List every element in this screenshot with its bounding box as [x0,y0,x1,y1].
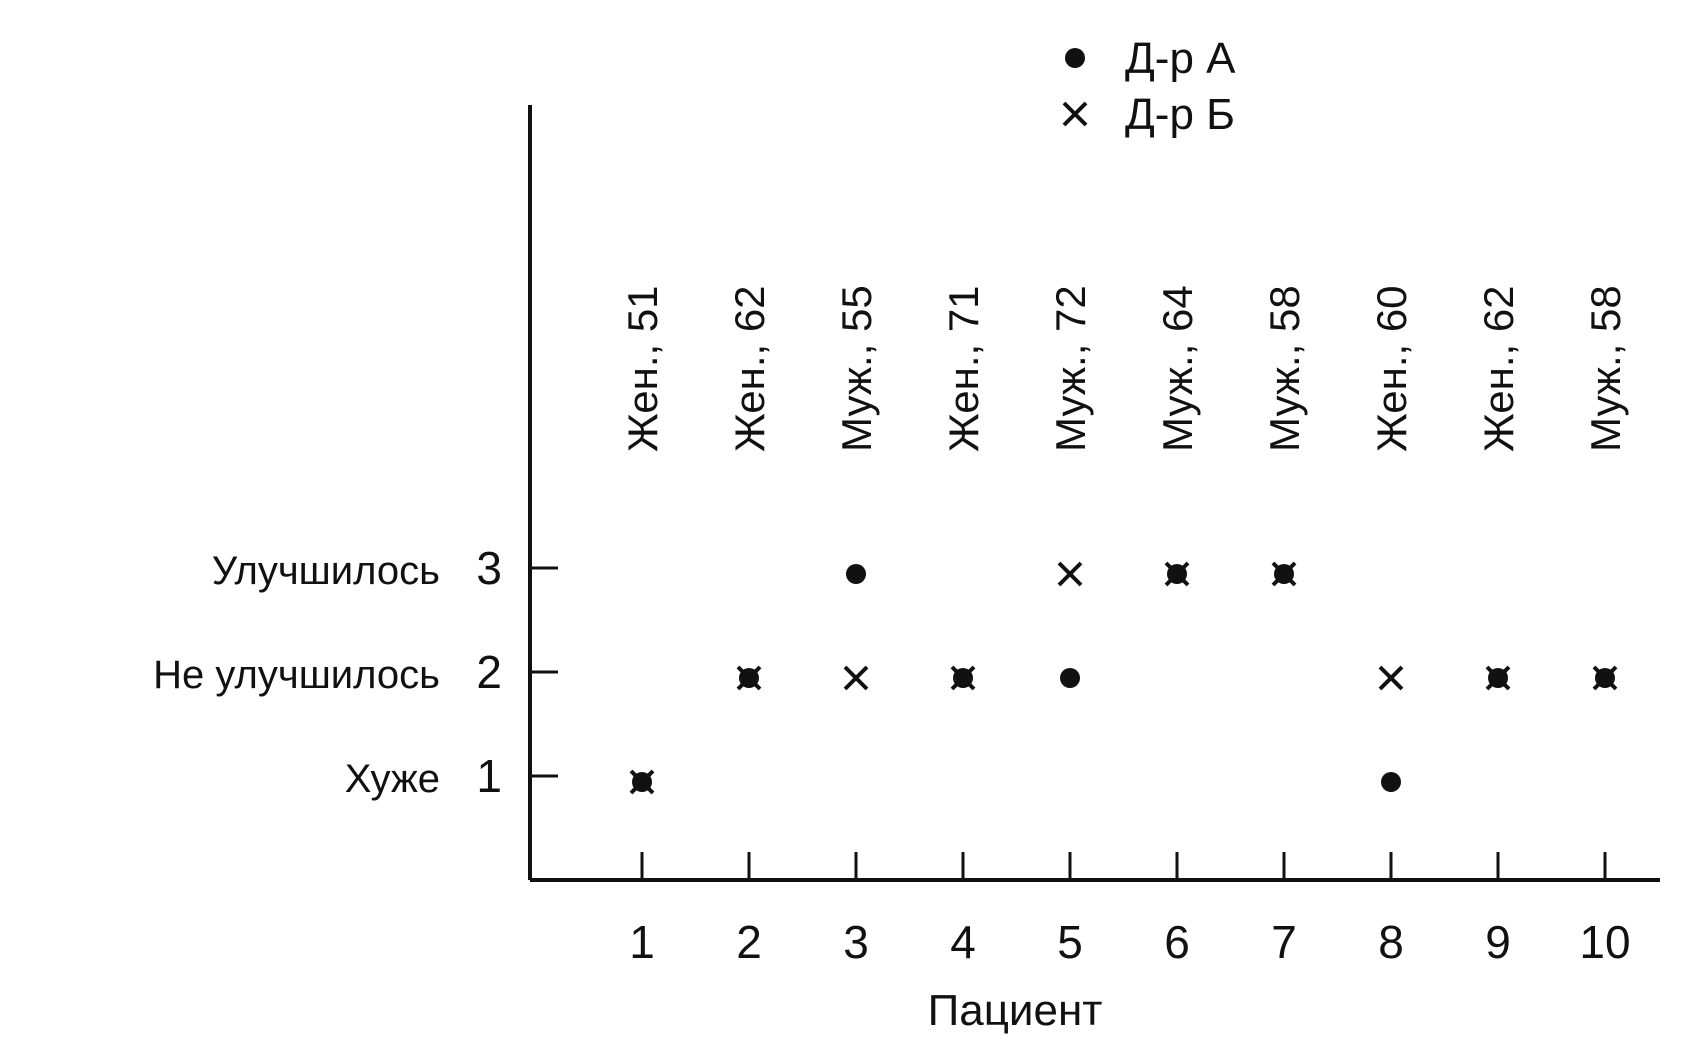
x-tick-label: 1 [629,916,655,968]
patient-label: Жен., 62 [726,285,773,452]
patient-label: Муж., 58 [1582,285,1629,452]
data-point-doctor-b [736,665,762,691]
y-tick-label: 3 [476,542,502,594]
y-tick-label: 1 [476,750,502,802]
patient-label: Жен., 62 [1475,285,1522,452]
data-point-doctor-b [1485,665,1511,691]
y-category-label: Не улучшилось [153,653,440,697]
patient-label: Муж., 58 [1261,285,1308,452]
patient-label: Муж., 55 [833,285,880,452]
data-point-doctor-b [1271,561,1297,587]
ticks [530,566,1607,880]
patient-label: Муж., 72 [1047,285,1094,452]
data-point-doctor-b [843,665,869,691]
patient-label: Жен., 71 [940,285,987,452]
data-point-doctor-b [950,665,976,691]
y-tick-label: 2 [476,646,502,698]
patient-label: Жен., 60 [1368,285,1415,452]
legend-label: Д-р Б [1125,90,1235,139]
points [629,561,1618,795]
labels: 1 Жен., 51 2 Жен., 62 3 Муж., 55 4 Жен., 71 5 Муж… [153,285,1630,968]
x-tick-label: 7 [1271,916,1297,968]
data-point-doctor-a [1060,668,1080,688]
data-point-doctor-b [1378,665,1404,691]
x-tick-label: 10 [1579,916,1630,968]
data-point-doctor-a [846,564,866,584]
x-tick-label: 2 [736,916,762,968]
patient-label: Жен., 51 [619,285,666,452]
legend-label: Д-р А [1125,34,1236,83]
x-tick-label: 6 [1164,916,1190,968]
x-tick-label: 4 [950,916,976,968]
x-axis-title: Пациент [928,986,1103,1035]
data-point-doctor-b [1592,665,1618,691]
data-point-doctor-a [1381,772,1401,792]
data-point-doctor-b [1057,561,1083,587]
y-category-label: Улучшилось [212,549,440,593]
legend-marker-cross [1062,101,1088,127]
y-category-label: Хуже [345,757,440,801]
x-tick-label: 9 [1485,916,1511,968]
legend: Д-р А Д-р Б [1062,34,1236,139]
x-tick-label: 8 [1378,916,1404,968]
data-point-doctor-b [629,769,655,795]
x-tick-label: 5 [1057,916,1083,968]
x-tick-label: 3 [843,916,869,968]
data-point-doctor-b [1164,561,1190,587]
legend-marker-dot [1065,48,1085,68]
axes [528,105,1660,882]
patient-label: Муж., 64 [1154,285,1201,452]
